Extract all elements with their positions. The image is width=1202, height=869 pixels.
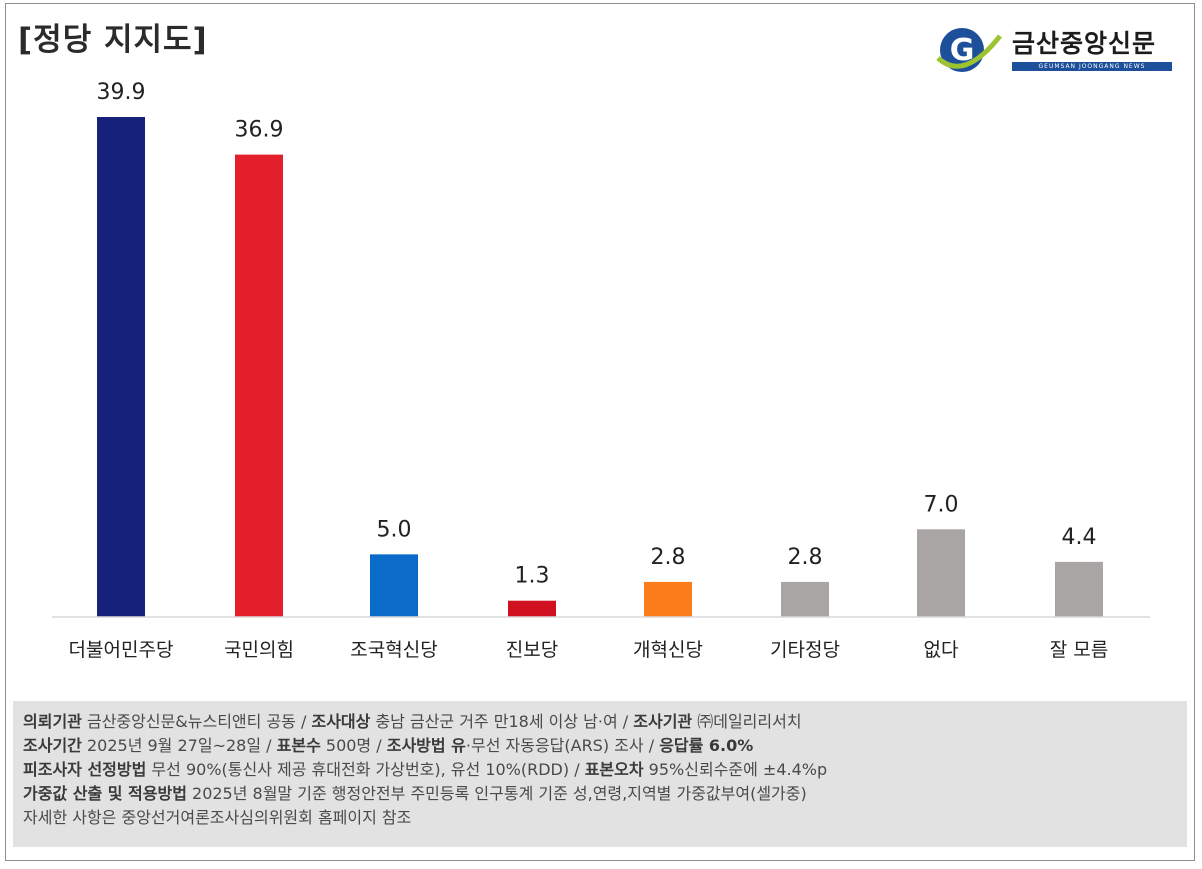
note-label: 조사기간 — [23, 736, 82, 755]
brand-subtitle: GEUMSAN JOONGANG NEWS — [1012, 62, 1172, 71]
note-label: 의뢰기관 — [23, 712, 82, 731]
note-label: 응답률 6.0% — [659, 736, 754, 755]
note-label: 표본오차 — [584, 760, 644, 779]
bar-1 — [97, 117, 145, 617]
value-label-1: 39.9 — [97, 80, 146, 105]
brand-g-icon: G — [936, 28, 1002, 72]
chart-title: [정당 지지도] — [18, 22, 208, 58]
bar-6 — [781, 581, 829, 617]
note-label: 조사기관 — [633, 712, 693, 731]
brand-name: 금산중앙신문 — [1012, 29, 1157, 58]
value-label-7: 7.0 — [924, 492, 959, 517]
category-label-2: 국민의힘 — [224, 639, 294, 661]
note-text: 자세한 사항은 중앙선거여론조사심의위원회 홈페이지 참조 — [23, 808, 412, 827]
note-line-5: 자세한 사항은 중앙선거여론조사심의위원회 홈페이지 참조 — [23, 806, 1177, 830]
note-text: 500명 / — [320, 736, 387, 755]
bar-8 — [1055, 561, 1103, 617]
note-label: 피조사자 선정방법 — [23, 760, 147, 779]
brand-logo: G 금산중앙신문 GEUMSAN JOONGANG NEWS — [934, 24, 1174, 76]
value-label-5: 2.8 — [651, 545, 686, 570]
note-line-2: 조사기간 2025년 9월 27일~28일 / 표본수 500명 / 조사방법 … — [23, 734, 1177, 758]
note-text: 금산중앙신문&뉴스티앤티 공동 / — [81, 712, 312, 731]
bars-group: 39.9 더불어민주당 36.9 국민의힘 5.0 조국혁신당 1.3 진보당 2.8 개혁신당 2… — [69, 80, 1109, 661]
bar-chart: 39.9 더불어민주당 36.9 국민의힘 5.0 조국혁신당 1.3 진보당 2.8 개혁신당 2… — [52, 80, 1150, 661]
brand-letter: G — [950, 33, 975, 68]
note-line-3: 피조사자 선정방법 무선 90%(통신사 제공 휴대전화 가상번호), 유선 1… — [23, 758, 1177, 782]
bar-3 — [370, 554, 418, 617]
category-label-5: 개혁신당 — [633, 639, 703, 661]
survey-notes: 의뢰기관 금산중앙신문&뉴스티앤티 공동 / 조사대상 충남 금산군 거주 만1… — [13, 701, 1187, 847]
value-label-4: 1.3 — [515, 564, 550, 589]
note-text: 무선 90%(통신사 제공 휴대전화 가상번호), 유선 10%(RDD) / — [146, 760, 585, 779]
note-label: 가중값 산출 및 적용방법 — [23, 784, 187, 803]
bar-5 — [644, 581, 692, 617]
category-label-1: 더불어민주당 — [69, 639, 174, 661]
category-label-3: 조국혁신당 — [350, 639, 437, 661]
note-text: 충남 금산군 거주 만18세 이상 남·여 / — [370, 712, 634, 731]
note-line-4: 가중값 산출 및 적용방법 2025년 8월말 기준 행정안전부 주민등록 인구… — [23, 782, 1177, 806]
note-text: 2025년 9월 27일~28일 / — [81, 736, 277, 755]
category-label-6: 기타정당 — [770, 639, 840, 661]
note-text: 95%신뢰수준에 ±4.4%p — [643, 760, 828, 779]
note-label: 조사대상 — [311, 712, 371, 731]
note-text: 2025년 8월말 기준 행정안전부 주민등록 인구통계 기준 성,연령,지역별… — [186, 784, 807, 803]
bar-4 — [508, 600, 556, 617]
note-line-1: 의뢰기관 금산중앙신문&뉴스티앤티 공동 / 조사대상 충남 금산군 거주 만1… — [23, 710, 1177, 734]
note-label: 표본수 — [276, 736, 321, 755]
chart-frame — [5, 3, 1195, 861]
bar-7 — [917, 529, 965, 617]
value-label-2: 36.9 — [235, 118, 284, 143]
category-label-7: 없다 — [924, 639, 959, 661]
category-label-4: 진보당 — [506, 639, 558, 661]
bar-2 — [235, 154, 283, 617]
value-label-8: 4.4 — [1062, 525, 1097, 550]
value-label-6: 2.8 — [788, 545, 823, 570]
value-label-3: 5.0 — [377, 517, 412, 542]
category-label-8: 잘 모름 — [1050, 639, 1108, 661]
note-label: 조사방법 유 — [386, 736, 466, 755]
note-text: ㈜데일리리서치 — [692, 712, 802, 731]
note-text: ·무선 자동응답(ARS) 조사 / — [465, 736, 660, 755]
